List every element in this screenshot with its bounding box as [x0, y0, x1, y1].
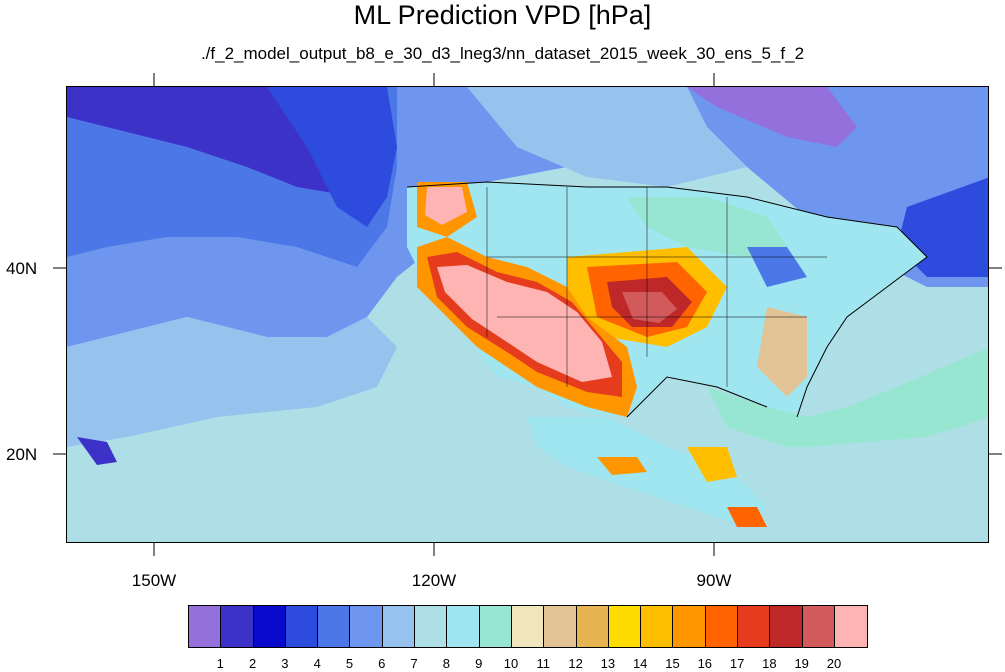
colorbar-box: [221, 606, 254, 647]
colorbar-label: 8: [442, 656, 450, 671]
colorbar-label: 17: [729, 656, 745, 671]
colorbar-label: 12: [568, 656, 583, 671]
colorbar-box: [738, 606, 771, 647]
colorbar-label: 6: [378, 656, 386, 671]
colorbar-label: 20: [826, 656, 842, 671]
colorbar-label: 18: [762, 656, 777, 671]
colorbar-box: [802, 606, 835, 647]
colorbar-box: [834, 606, 868, 647]
colorbar-box: [544, 606, 577, 647]
colorbar-label: 7: [410, 656, 418, 671]
colorbar-label: 3: [281, 656, 289, 671]
vpd-map: [66, 86, 989, 543]
colorbar: [188, 605, 869, 648]
colorbar-box: [253, 606, 286, 647]
colorbar-box: [285, 606, 319, 647]
colorbar-box: [318, 606, 351, 647]
colorbar-label: 19: [794, 656, 809, 671]
lon-label-150w: 150W: [131, 571, 177, 590]
colorbar-box: [705, 606, 739, 647]
colorbar-box: [479, 606, 512, 647]
colorbar-label: 11: [536, 656, 551, 671]
colorbar-label: 4: [313, 656, 321, 671]
vpd-field: [67, 87, 988, 542]
colorbar-box: [447, 606, 480, 647]
colorbar-label: 13: [600, 656, 616, 671]
colorbar-box: [511, 606, 545, 647]
colorbar-box: [382, 606, 416, 647]
lat-label-20n: 20N: [6, 445, 38, 464]
colorbar-box: [673, 606, 706, 647]
colorbar-box: [576, 606, 609, 647]
map-title: ML Prediction VPD [hPa]: [353, 0, 652, 30]
colorbar-box: [641, 606, 674, 647]
colorbar-label: 1: [216, 656, 224, 671]
colorbar-label: 9: [475, 656, 483, 671]
colorbar-box: [770, 606, 803, 647]
colorbar-label: 16: [697, 656, 713, 671]
map-subtitle: ./f_2_model_output_b8_e_30_d3_lneg3/nn_d…: [200, 44, 805, 63]
colorbar-label: 5: [345, 656, 354, 671]
lon-label-120w: 120W: [411, 571, 457, 590]
colorbar-label: 15: [665, 656, 680, 671]
colorbar-label: 10: [503, 656, 519, 671]
lon-label-90w: 90W: [696, 571, 732, 590]
colorbar-box: [608, 606, 642, 647]
colorbar-box: [189, 606, 222, 647]
lat-label-40n: 40N: [6, 259, 38, 278]
colorbar-label: 14: [632, 656, 648, 671]
colorbar-box: [350, 606, 383, 647]
colorbar-label: 2: [248, 656, 257, 671]
colorbar-box: [415, 606, 448, 647]
